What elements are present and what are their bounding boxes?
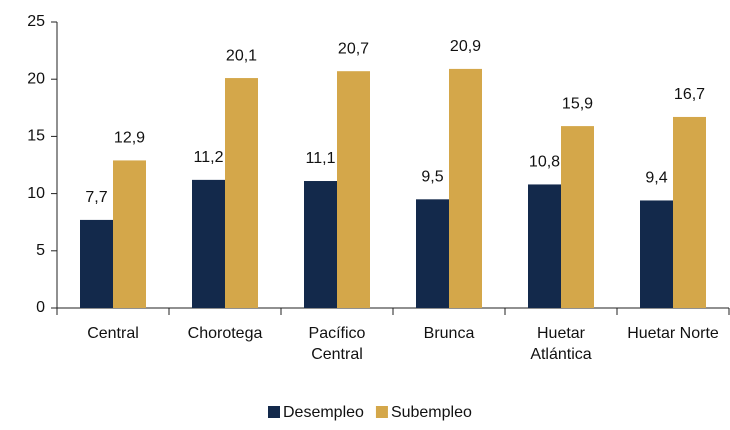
value-label: 20,1 [226,47,257,64]
value-label: 9,5 [421,169,443,186]
x-tick-line: Huetar Norte [627,325,719,342]
legend-label: Subempleo [391,404,472,421]
bar [561,126,594,308]
value-label: 15,9 [562,95,593,112]
bar [449,68,482,309]
legend-label: Desempleo [283,404,364,421]
y-tick-label: 15 [27,128,45,145]
x-tick-line: Huetar [537,325,586,342]
bar [225,78,258,308]
bar [673,116,706,309]
x-tick-label: Brunca [424,325,475,342]
x-tick-line: Atlántica [530,346,591,363]
y-tick-label: 0 [36,299,45,316]
legend-swatch [375,406,388,418]
bar [113,160,146,308]
x-tick-line: Chorotega [188,325,263,342]
y-tick-label: 25 [27,13,45,30]
value-label: 11,1 [306,150,336,167]
x-tick-label: Huetar Atlántica [530,325,591,363]
value-label: 10,8 [529,154,560,171]
y-tick-label: 10 [27,185,45,202]
x-tick-line: Central [87,325,139,342]
value-label: 16,7 [674,86,705,103]
bar [80,219,113,308]
x-tick-label: Pacífico Central [309,325,366,363]
bar [416,199,449,308]
bar [337,71,370,308]
value-label: 11,2 [194,149,224,166]
value-label: 20,9 [450,38,481,55]
bar [192,179,225,308]
x-tick-line: Pacífico [309,325,366,342]
x-tick-label: Central [87,325,139,342]
bar [640,200,673,308]
bar [304,181,337,308]
x-tick-label: Chorotega [188,325,263,342]
y-tick-label: 20 [27,70,45,87]
value-label: 7,7 [85,189,107,206]
value-label: 12,9 [114,130,145,147]
value-label: 9,4 [645,170,667,187]
x-tick-line: Central [311,346,363,363]
value-label: 20,7 [338,40,369,57]
y-tick-label: 5 [36,242,45,259]
bar [528,184,561,308]
x-tick-line: Brunca [424,325,475,342]
legend-swatch [268,406,280,418]
x-tick-label: Huetar Norte [627,325,719,342]
